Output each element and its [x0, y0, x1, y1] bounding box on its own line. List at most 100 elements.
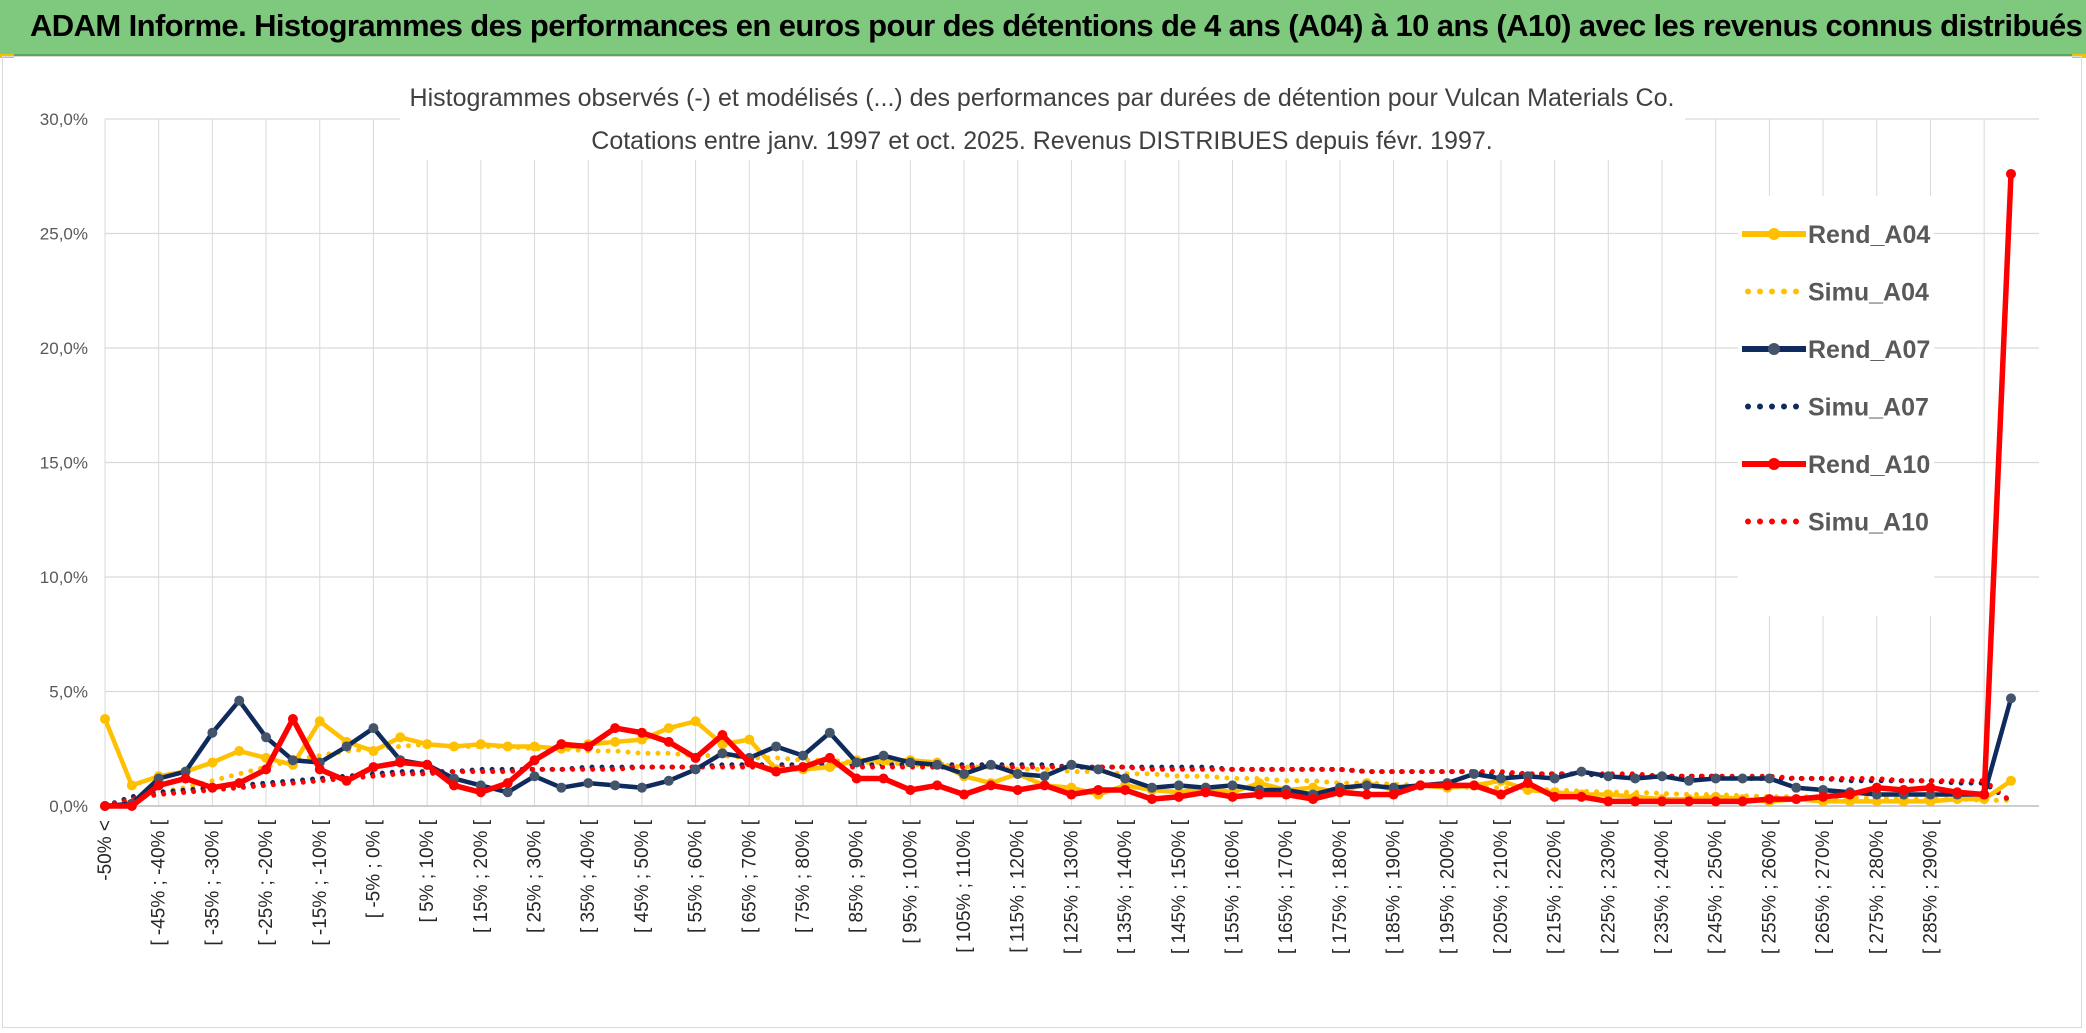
- data-point: [878, 750, 889, 761]
- data-point: [1576, 791, 1587, 802]
- data-point: [1925, 782, 1936, 793]
- data-point: [180, 766, 191, 777]
- x-tick-label: [ 85% ; 90% [: [847, 819, 868, 933]
- data-point: [771, 741, 782, 752]
- y-tick-label: 10,0%: [40, 568, 88, 587]
- legend-item-Simu_A04: Simu_A04: [1745, 279, 1929, 307]
- data-point: [1146, 794, 1157, 805]
- y-tick-label: 15,0%: [40, 454, 88, 473]
- chart-subtitle: Cotations entre janv. 1997 et oct. 2025.…: [591, 127, 1492, 155]
- data-point: [1173, 780, 1184, 791]
- data-point: [1952, 787, 1963, 798]
- data-point: [1281, 789, 1292, 800]
- data-point: [475, 739, 486, 750]
- data-point: [610, 736, 621, 747]
- data-point: [771, 766, 782, 777]
- legend-label: Rend_A10: [1808, 451, 1930, 479]
- data-point: [1415, 780, 1426, 791]
- data-point: [1630, 773, 1641, 784]
- data-point: [1522, 784, 1533, 795]
- data-point: [1871, 789, 1882, 800]
- x-tick-label: [ 145% ; 150% [: [1169, 819, 1190, 954]
- data-point: [797, 762, 808, 773]
- data-point: [1603, 771, 1614, 782]
- data-point: [717, 730, 728, 741]
- data-point: [341, 775, 352, 786]
- legend-label: Simu_A07: [1808, 394, 1929, 422]
- data-point: [234, 695, 245, 706]
- chart-area: Histogrammes observés (-) et modélisés (…: [40, 60, 2039, 954]
- x-tick-label: [ 135% ; 140% [: [1115, 819, 1136, 954]
- data-point: [1710, 773, 1721, 784]
- data-point: [314, 716, 325, 727]
- x-tick-label: [ 275% ; 280% [: [1867, 819, 1888, 954]
- data-point: [502, 741, 513, 752]
- x-tick-label: [ 45% ; 50% [: [632, 819, 653, 933]
- x-tick-label: [ 235% ; 240% [: [1652, 819, 1673, 954]
- x-tick-label: [ 195% ; 200% [: [1437, 819, 1458, 954]
- data-point: [1737, 796, 1748, 807]
- data-point: [583, 778, 594, 789]
- data-point: [1764, 773, 1775, 784]
- chart-legend: Rend_A04 Simu_A04 Rend_A07 Simu_A07 Rend_A10…: [1738, 196, 1934, 616]
- data-point: [234, 746, 245, 757]
- x-tick-label: [ -35% ; -30% [: [202, 819, 223, 945]
- x-tick-label: [ 155% ; 160% [: [1222, 819, 1243, 954]
- data-point: [100, 713, 110, 724]
- data-point: [153, 780, 164, 791]
- series-Simu_A10: [102, 764, 2014, 809]
- data-point: [1388, 782, 1399, 793]
- data-point: [1334, 787, 1345, 798]
- data-point: [368, 723, 379, 734]
- data-point: [959, 768, 970, 779]
- data-point: [234, 778, 245, 789]
- series-line-Simu_A10: [102, 764, 2014, 809]
- data-point: [744, 734, 755, 745]
- x-tick-label: [ 65% ; 70% [: [739, 819, 760, 933]
- x-tick-label: [ 265% ; 270% [: [1813, 819, 1834, 954]
- data-point: [1254, 778, 1265, 789]
- data-point: [1683, 796, 1694, 807]
- data-point: [663, 723, 674, 734]
- data-point: [395, 757, 406, 768]
- legend-marker: [1768, 343, 1780, 355]
- data-point: [126, 780, 137, 791]
- data-point: [717, 748, 728, 759]
- data-point: [529, 741, 540, 752]
- data-point: [1066, 789, 1077, 800]
- data-point: [1039, 780, 1050, 791]
- legend-item-Rend_A04: Rend_A04: [1742, 221, 1930, 249]
- y-axis: 0,0% 5,0% 10,0% 15,0% 20,0% 25,0% 30,0%: [40, 110, 88, 816]
- header-banner: ADAM Informe. Histogrammes des performan…: [0, 0, 2086, 56]
- x-tick-label: [ 5% ; 10% [: [417, 819, 438, 922]
- series-Rend_A07: [100, 693, 2016, 811]
- legend-item-Rend_A07: Rend_A07: [1742, 336, 1930, 364]
- data-point: [1495, 773, 1506, 784]
- x-tick-label: [ 75% ; 80% [: [793, 819, 814, 933]
- data-point: [1791, 794, 1802, 805]
- legend-label: Simu_A10: [1808, 509, 1929, 537]
- data-point: [717, 739, 728, 750]
- data-point: [1012, 768, 1023, 779]
- data-point: [1442, 780, 1453, 791]
- data-point: [502, 778, 513, 789]
- data-point: [1093, 784, 1104, 795]
- data-point: [1764, 794, 1775, 805]
- legend-marker: [1768, 458, 1780, 470]
- data-point: [1522, 778, 1533, 789]
- data-point: [636, 734, 647, 745]
- data-point: [690, 752, 701, 763]
- x-tick-label: [ 125% ; 130% [: [1061, 819, 1082, 954]
- data-point: [314, 764, 325, 775]
- x-tick-label: [ 35% ; 40% [: [578, 819, 599, 933]
- data-point: [985, 780, 996, 791]
- data-point: [475, 787, 486, 798]
- x-tick-label: [ -45% ; -40% [: [149, 819, 170, 945]
- x-tick-label: [ -5% ; 0% [: [363, 819, 384, 918]
- data-point: [2006, 775, 2016, 786]
- series-Rend_A10: [100, 168, 2016, 811]
- x-tick-label: [ 225% ; 230% [: [1598, 819, 1619, 954]
- data-point: [2006, 168, 2016, 179]
- data-point: [100, 801, 110, 811]
- data-point: [1549, 773, 1560, 784]
